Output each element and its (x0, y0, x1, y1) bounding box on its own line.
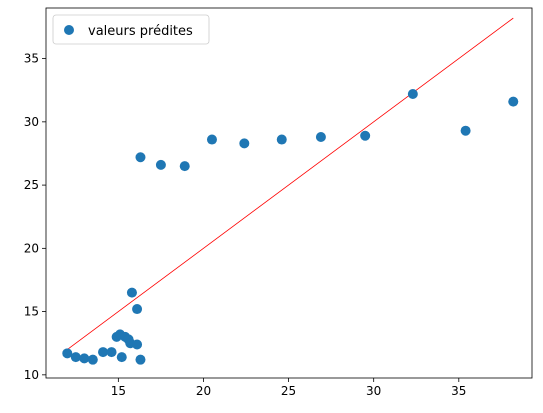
data-point-22 (315, 132, 326, 143)
plot-background (46, 8, 532, 378)
y-axis: 10 15 20 25 30 35 (24, 52, 46, 382)
x-tick-label-25: 25 (281, 384, 296, 398)
data-point-3 (87, 354, 98, 365)
x-tick-label-30: 30 (366, 384, 381, 398)
data-point-1 (70, 352, 81, 363)
plot-frame (45, 7, 533, 379)
data-point-0 (62, 348, 73, 359)
x-tick-label-15: 15 (111, 384, 126, 398)
data-point-18 (179, 161, 190, 172)
data-point-20 (239, 138, 250, 149)
data-point-2 (79, 353, 90, 364)
data-point-13 (132, 339, 143, 350)
y-tick-label-30: 30 (24, 115, 39, 129)
data-point-5 (106, 347, 117, 358)
data-point-21 (276, 134, 287, 145)
reference-line (67, 17, 514, 350)
data-point-24 (407, 89, 418, 100)
legend-label: valeurs prédites (88, 24, 193, 39)
legend-box (52, 14, 210, 45)
data-point-17 (155, 159, 166, 170)
legend-marker (64, 25, 74, 35)
data-point-26 (508, 96, 519, 107)
legend: valeurs prédites (52, 14, 210, 45)
y-tick-label-15: 15 (24, 305, 39, 319)
data-point-14 (132, 304, 143, 315)
data-point-8 (116, 352, 127, 363)
x-axis: 15 20 25 30 35 (111, 378, 466, 398)
data-point-25 (460, 125, 471, 136)
scatter-points (62, 89, 519, 365)
y-tick-label-25: 25 (24, 178, 39, 192)
data-point-12 (126, 287, 137, 298)
data-point-16 (135, 152, 146, 163)
x-tick-label-20: 20 (196, 384, 211, 398)
data-point-19 (206, 134, 217, 145)
y-tick-label-35: 35 (24, 52, 39, 66)
y-tick-label-10: 10 (24, 368, 39, 382)
reference-line-layer (67, 17, 514, 350)
x-tick-label-35: 35 (451, 384, 466, 398)
data-point-15 (135, 354, 146, 365)
data-point-4 (98, 347, 109, 358)
y-tick-label-20: 20 (24, 241, 39, 255)
data-point-23 (360, 130, 371, 141)
